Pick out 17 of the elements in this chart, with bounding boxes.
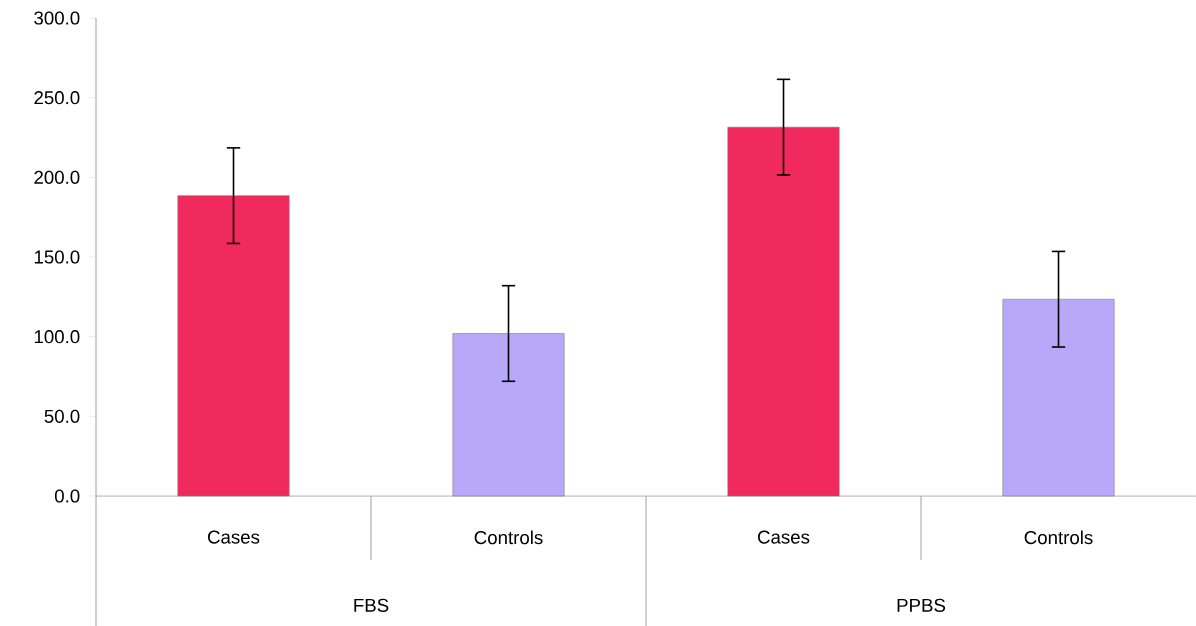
y-tick-label: 200.0 xyxy=(34,170,80,184)
x-tick-label: Cases xyxy=(207,530,260,544)
y-tick-label: 100.0 xyxy=(34,330,80,344)
bar xyxy=(177,195,290,497)
x-tick-label: Controls xyxy=(1024,530,1093,545)
y-tick-label: 150.0 xyxy=(34,250,80,264)
x-tick-label: Cases xyxy=(757,530,810,544)
bar xyxy=(1002,298,1115,497)
bar xyxy=(727,126,840,497)
y-tick-label: 50.0 xyxy=(44,409,80,423)
text: PPBS xyxy=(897,598,946,612)
x-tick-label: Controls xyxy=(474,530,543,545)
y-tick-label: 250.0 xyxy=(34,91,80,105)
y-tick-label: 0.0 xyxy=(54,489,80,503)
text: FBS xyxy=(354,598,389,612)
bar xyxy=(452,333,565,497)
y-tick-label: 300.0 xyxy=(34,11,80,25)
